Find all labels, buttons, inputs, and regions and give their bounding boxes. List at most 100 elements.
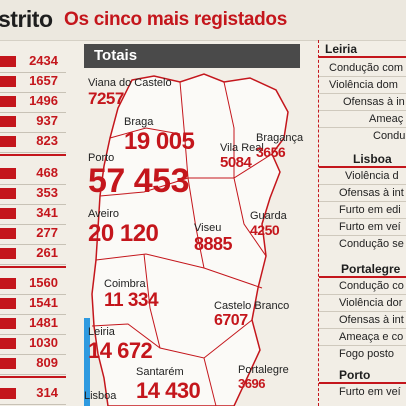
crime-item: Condução com	[329, 62, 403, 74]
rank-bar	[0, 338, 16, 349]
crime-item: Violência dom	[329, 79, 398, 91]
city-name: Leiria	[88, 326, 115, 338]
city-value: 6707	[214, 312, 248, 329]
city-value: 57 453	[88, 162, 190, 200]
map-heading-bar: Totais	[84, 44, 300, 68]
city-viana-do-castelo: Viana do Castelo 7257	[88, 77, 172, 109]
group-divider	[0, 376, 66, 378]
city-value: 11 334	[104, 290, 159, 311]
crime-item: Condução se	[339, 238, 404, 250]
rank-row: 1657	[0, 72, 66, 93]
city-aveiro: Aveiro 20 120	[88, 208, 159, 248]
city-value: 7257	[88, 89, 124, 108]
city-porto: Porto 57 453	[88, 152, 190, 200]
city-viseu: Viseu 8885	[194, 222, 233, 255]
city-name: Porto	[88, 152, 115, 164]
rank-bar	[0, 116, 16, 127]
rank-bar	[0, 188, 16, 199]
crime-item: Ameaça e co	[339, 331, 404, 343]
city-value: 20 120	[88, 220, 159, 247]
rank-value: 1657	[29, 73, 58, 88]
crime-item: Condu	[373, 130, 406, 142]
city-braga: Braga 19 005	[124, 116, 195, 156]
crime-item: Ofensas à int	[339, 314, 404, 326]
rank-row: 1496	[0, 92, 66, 113]
district-borders	[91, 81, 273, 406]
city-value: 5084	[220, 154, 252, 171]
crime-item: Condução co	[339, 280, 404, 292]
district-border	[91, 319, 253, 359]
rank-row: 468	[0, 164, 66, 185]
district-border	[223, 81, 235, 178]
city-name: Portalegre	[238, 364, 289, 376]
crime-item: Ofensas à int	[339, 187, 404, 199]
district-heading-portalegre: Portalegre	[341, 262, 401, 276]
city-name: Santarém	[136, 366, 184, 378]
crime-divider	[319, 184, 406, 185]
city-name: Lisboa	[84, 390, 117, 402]
rank-bar	[0, 318, 16, 329]
rank-bar	[0, 388, 16, 399]
city-name: Guarda	[250, 210, 287, 222]
rank-value: 1560	[29, 275, 58, 290]
rank-value: 937	[36, 113, 58, 128]
rank-bar	[0, 76, 16, 87]
rank-value: 353	[36, 185, 58, 200]
map-panel: Totais Viana do Castelo 7257 Braga 19 00…	[84, 44, 303, 406]
rank-row: 1481	[0, 314, 66, 335]
city-name: Castelo Branco	[214, 300, 290, 312]
district-heading-porto: Porto	[339, 368, 371, 382]
rank-value: 2434	[29, 53, 58, 68]
portugal-map	[84, 68, 300, 406]
city-name: Aveiro	[88, 208, 119, 220]
crime-item: Ofensas à in	[343, 96, 405, 108]
city-name: Viseu	[194, 222, 222, 234]
crime-item: Ameaç	[369, 113, 404, 125]
district-border	[179, 81, 189, 179]
city-value: 8885	[194, 234, 233, 254]
city-name: Vila Real	[220, 142, 264, 154]
crime-divider	[319, 218, 406, 219]
city-lisboa: Lisboa	[84, 390, 116, 402]
district-border	[109, 127, 181, 139]
rank-row: 277	[0, 224, 66, 245]
crime-divider	[319, 294, 406, 295]
sea-coast-water	[84, 318, 90, 406]
rank-bar	[0, 136, 16, 147]
group-divider	[0, 154, 66, 156]
city-value: 4250	[250, 222, 280, 238]
city-value: 3696	[238, 376, 265, 391]
rank-row: 1030	[0, 334, 66, 355]
city-value: 19 005	[124, 128, 195, 155]
crime-divider	[319, 76, 406, 77]
crime-divider	[319, 235, 406, 236]
city-value: 14 430	[136, 378, 201, 403]
crime-item: Violência dor	[339, 297, 403, 309]
city-vila-real: Vila Real 5084	[220, 142, 264, 171]
rank-row: 937	[0, 112, 66, 133]
district-border	[187, 177, 205, 269]
rank-bar	[0, 168, 16, 179]
rank-bar	[0, 358, 16, 369]
district-border	[203, 357, 217, 406]
page-subtitle: Os cinco mais registados	[64, 9, 287, 30]
city-guarda: Guarda 4250	[250, 210, 287, 238]
crime-divider	[319, 110, 406, 111]
city-braganca: Bragança 3656	[256, 132, 303, 160]
crime-item: Furto em edi	[339, 204, 401, 216]
district-border	[95, 253, 263, 289]
district-underline	[319, 56, 406, 58]
district-underline	[319, 166, 406, 168]
district-heading-lisboa: Lisboa	[353, 152, 392, 166]
page-title: strito	[0, 6, 53, 32]
city-name: Viana do Castelo	[88, 77, 172, 89]
city-name: Braga	[124, 116, 154, 128]
crime-divider	[319, 345, 406, 346]
city-santarem: Santarém 14 430	[136, 366, 201, 404]
district-border	[143, 253, 161, 349]
city-portalegre: Portalegre 3696	[238, 364, 289, 391]
crime-item: Violência d	[345, 170, 399, 182]
rank-value: 261	[36, 245, 58, 260]
rank-row: 314	[0, 384, 66, 405]
city-value: 3656	[256, 144, 286, 160]
